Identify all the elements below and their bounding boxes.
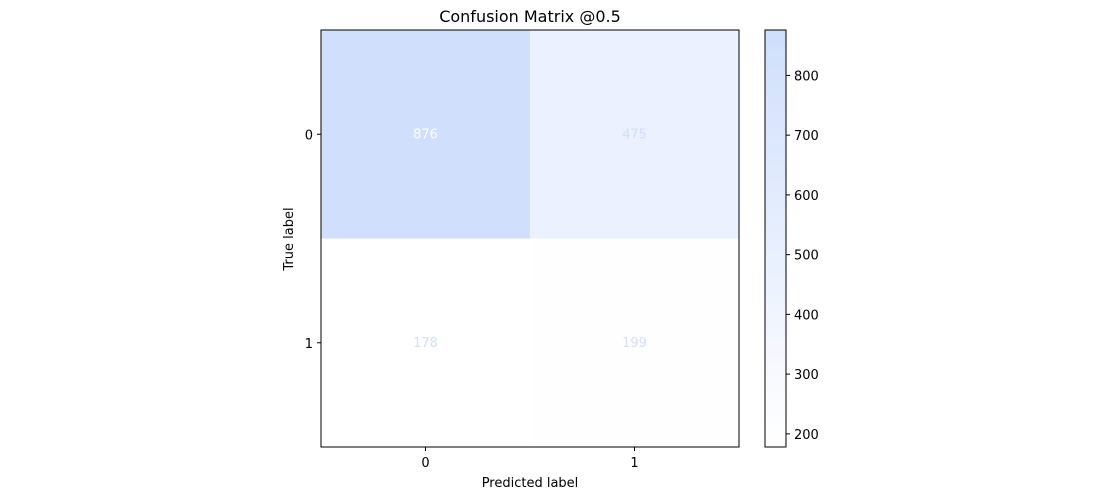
colorbar-tick-label: 300 xyxy=(794,368,819,383)
y-tick-label: 1 xyxy=(305,337,313,352)
heatmap-cell xyxy=(530,238,739,447)
cell-value-label: 475 xyxy=(622,127,647,142)
plot-frame xyxy=(320,29,740,448)
x-axis-label: Predicted label xyxy=(482,476,579,491)
colorbar-tick-label: 200 xyxy=(794,428,819,443)
x-tick-label: 0 xyxy=(421,456,429,471)
chart-title: Confusion Matrix @0.5 xyxy=(439,7,621,26)
colorbar-tick-label: 700 xyxy=(794,129,819,144)
x-tick-label: 1 xyxy=(630,456,638,471)
cell-value-label: 876 xyxy=(413,127,438,142)
axis-ticks: 0 1 0 1 xyxy=(305,128,639,471)
colorbar-tick-label: 400 xyxy=(794,308,819,323)
cell-value-label: 199 xyxy=(622,336,647,351)
heatmap-cells: 876 475 178 199 xyxy=(321,30,739,447)
colorbar-tick-label: 800 xyxy=(794,69,819,84)
colorbar-ticks: 200 300 400 500 600 700 800 xyxy=(786,69,819,443)
heatmap-cell xyxy=(530,30,739,239)
cell-value-label: 178 xyxy=(413,336,438,351)
heatmap-cell xyxy=(321,30,530,239)
colorbar-tick-label: 500 xyxy=(794,249,819,264)
y-tick-label: 0 xyxy=(305,128,313,143)
y-axis-label: True label xyxy=(282,207,297,271)
heatmap-cell xyxy=(321,238,530,447)
colorbar-tick-label: 600 xyxy=(794,189,819,204)
colorbar xyxy=(764,29,787,448)
